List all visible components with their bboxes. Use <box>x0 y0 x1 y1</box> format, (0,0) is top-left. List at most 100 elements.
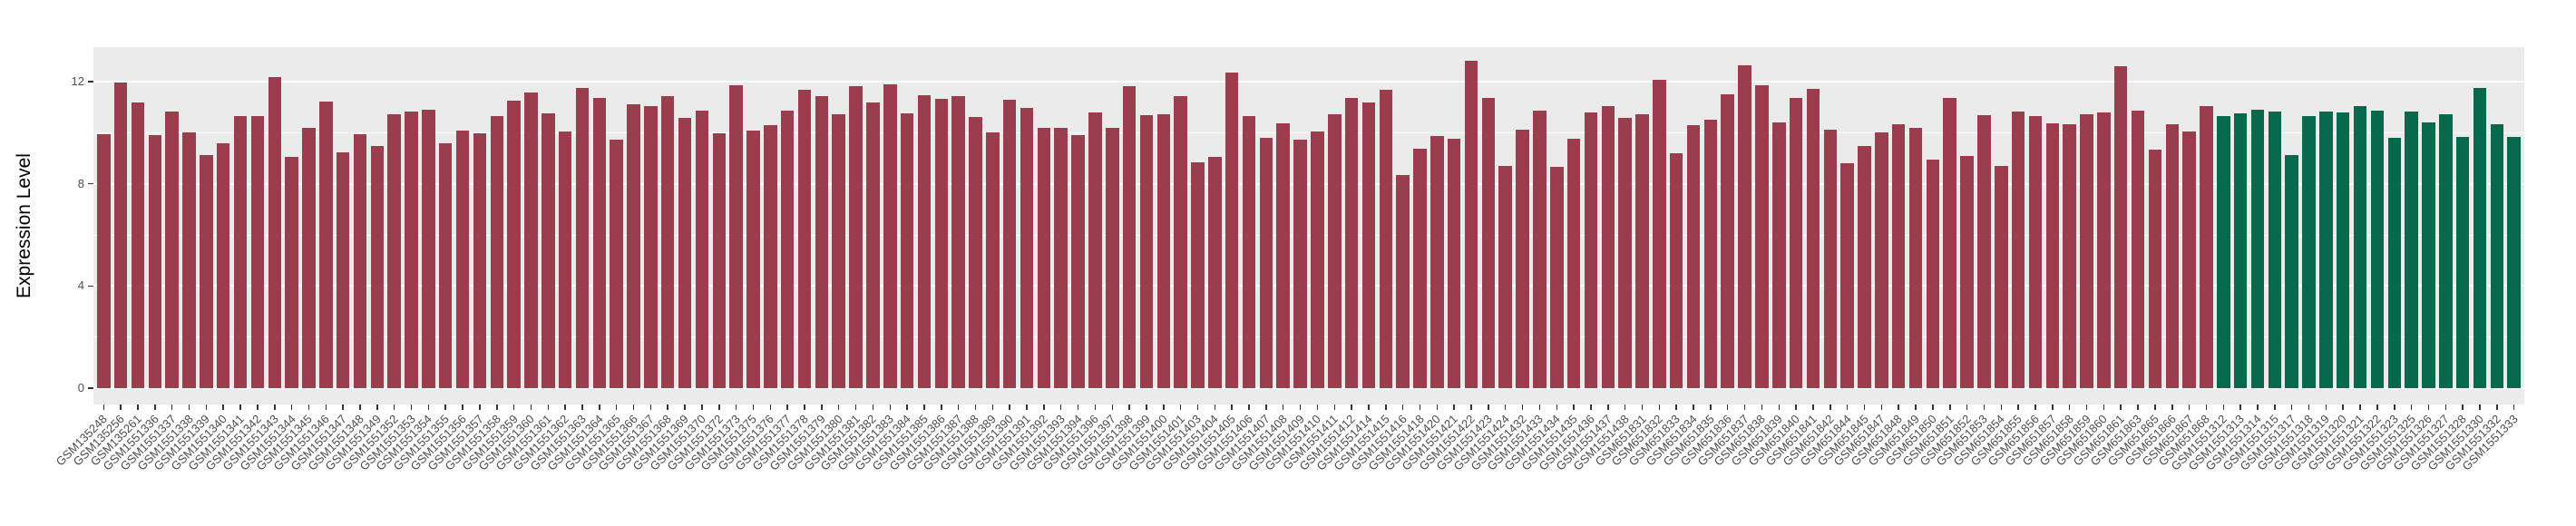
bar <box>934 99 949 388</box>
x-tick-mark <box>2257 404 2259 410</box>
bar <box>1156 114 1171 388</box>
bar <box>2097 112 2111 388</box>
x-tick-mark <box>530 404 532 410</box>
bar <box>1891 123 1906 388</box>
bar <box>1669 153 1683 388</box>
bar <box>729 85 743 388</box>
x-tick-mark <box>2068 404 2071 410</box>
x-tick-mark <box>2120 404 2122 410</box>
bar <box>507 101 521 388</box>
x-tick-mark <box>2103 404 2105 410</box>
y-tick-label: 8 <box>77 176 84 190</box>
x-tick-mark <box>1333 404 1336 410</box>
bar <box>302 127 316 388</box>
bar <box>1550 167 1564 388</box>
bar <box>815 96 829 388</box>
bar <box>1276 122 1290 388</box>
x-tick-mark <box>1538 404 1541 410</box>
bar <box>1772 122 1786 388</box>
x-tick-mark <box>376 404 378 410</box>
x-tick-mark <box>957 404 960 410</box>
x-tick-mark <box>2205 404 2208 410</box>
bar <box>712 132 727 388</box>
x-tick-mark <box>496 404 498 410</box>
gridline-major <box>93 285 2524 287</box>
x-tick-mark <box>1590 404 1592 410</box>
bar <box>832 113 845 388</box>
bar <box>1208 157 1222 388</box>
x-tick-mark <box>410 404 413 410</box>
x-tick-mark <box>2034 404 2036 410</box>
bar <box>986 132 1000 388</box>
bar <box>2165 124 2179 388</box>
y-tick-mark <box>88 387 93 389</box>
bar <box>370 146 385 388</box>
x-tick-mark <box>1043 404 1045 410</box>
bar <box>1516 129 1529 388</box>
x-tick-mark <box>1470 404 1472 410</box>
x-tick-mark <box>906 404 908 410</box>
x-tick-mark <box>684 404 686 410</box>
bar <box>1054 128 1068 388</box>
bar <box>780 110 795 388</box>
bar <box>268 76 282 388</box>
x-tick-mark <box>325 404 327 410</box>
bar <box>1995 165 2008 388</box>
x-tick-mark <box>1196 404 1199 410</box>
x-tick-mark <box>2017 404 2019 410</box>
x-tick-mark <box>2479 404 2481 410</box>
x-tick-mark <box>2222 404 2225 410</box>
bar <box>917 94 932 388</box>
x-tick-mark <box>307 404 310 410</box>
bar <box>1174 95 1187 388</box>
bar <box>387 114 401 388</box>
plot-panel <box>93 47 2524 404</box>
x-tick-mark <box>786 404 788 410</box>
bar <box>2217 115 2230 388</box>
x-tick-mark <box>2052 404 2054 410</box>
x-tick-mark <box>2513 404 2515 410</box>
bar <box>2507 137 2521 388</box>
x-tick-mark <box>1624 404 1626 410</box>
x-tick-mark <box>1880 404 1883 410</box>
x-tick-mark <box>1761 404 1763 410</box>
x-tick-mark <box>1812 404 1814 410</box>
bar <box>2268 111 2282 388</box>
bar <box>2028 115 2043 388</box>
x-tick-mark <box>718 404 720 410</box>
x-tick-mark <box>804 404 805 410</box>
x-tick-mark <box>923 404 925 410</box>
gridline-minor <box>93 336 2524 338</box>
bar <box>1686 125 1701 388</box>
bar <box>2233 112 2248 388</box>
x-tick-mark <box>1983 404 1986 410</box>
bar <box>660 95 675 388</box>
bar <box>1755 85 1769 388</box>
x-tick-mark <box>1316 404 1319 410</box>
bar <box>353 134 367 388</box>
x-tick-mark <box>1059 404 1062 410</box>
bar <box>1601 105 1615 388</box>
x-tick-mark <box>872 404 874 410</box>
gridline-minor <box>93 234 2524 236</box>
bar <box>797 90 812 388</box>
bar <box>490 115 504 388</box>
x-tick-mark <box>342 404 344 410</box>
x-tick-mark <box>1026 404 1028 410</box>
x-tick-mark <box>2376 404 2378 410</box>
bar <box>1858 145 1871 388</box>
x-tick-mark <box>1607 404 1609 410</box>
bar <box>1926 159 1940 388</box>
x-tick-mark <box>120 404 122 410</box>
x-tick-mark <box>444 404 446 410</box>
bar <box>627 104 640 388</box>
x-tick-mark <box>1726 404 1729 410</box>
bar <box>1721 94 1734 388</box>
bar <box>2063 123 2076 388</box>
bar <box>764 124 777 388</box>
bar <box>233 115 248 388</box>
x-tick-mark <box>1846 404 1849 410</box>
x-tick-mark <box>1128 404 1130 410</box>
bar <box>1738 64 1751 388</box>
x-tick-mark <box>701 404 703 410</box>
